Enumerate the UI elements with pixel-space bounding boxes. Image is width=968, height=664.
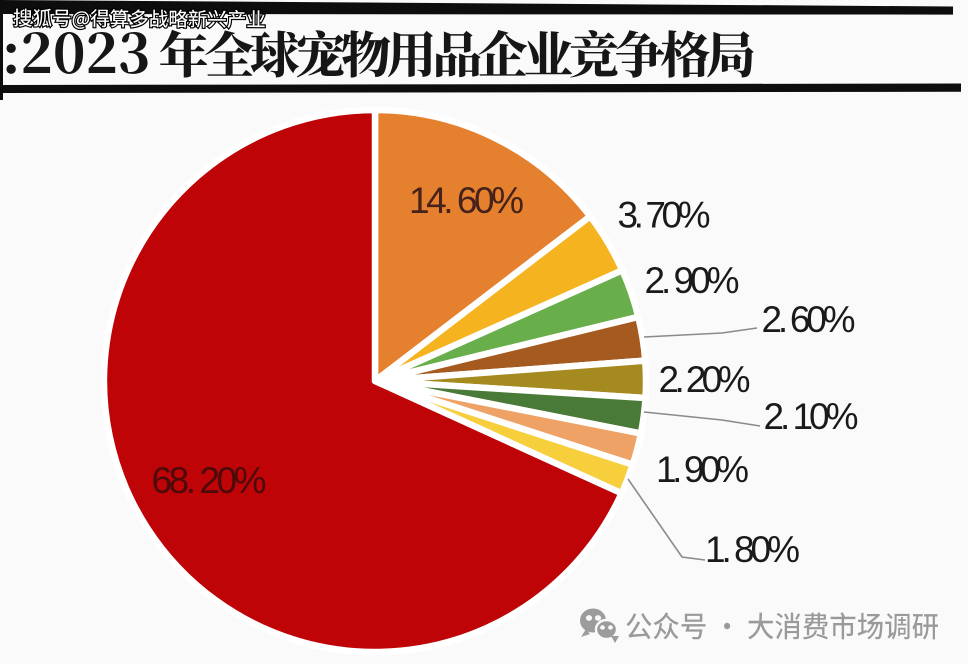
svg-text:1. 90%: 1. 90% (656, 449, 749, 490)
svg-text:3. 70%: 3. 70% (618, 195, 711, 236)
svg-text:2. 60%: 2. 60% (762, 299, 856, 340)
svg-text:搜狐号@得算多战略新兴产业: 搜狐号@得算多战略新兴产业 (13, 2, 266, 33)
svg-text:68. 20%: 68. 20% (152, 460, 267, 501)
svg-text:2. 10%: 2. 10% (764, 396, 859, 437)
svg-text:1. 80%: 1. 80% (705, 529, 800, 570)
svg-text:2. 20%: 2. 20% (659, 359, 751, 400)
svg-text:公众号 · 大消费市场调研: 公众号 · 大消费市场调研 (625, 604, 939, 646)
svg-text:14. 60%: 14. 60% (409, 180, 524, 221)
svg-text:2. 90%: 2. 90% (645, 260, 740, 301)
